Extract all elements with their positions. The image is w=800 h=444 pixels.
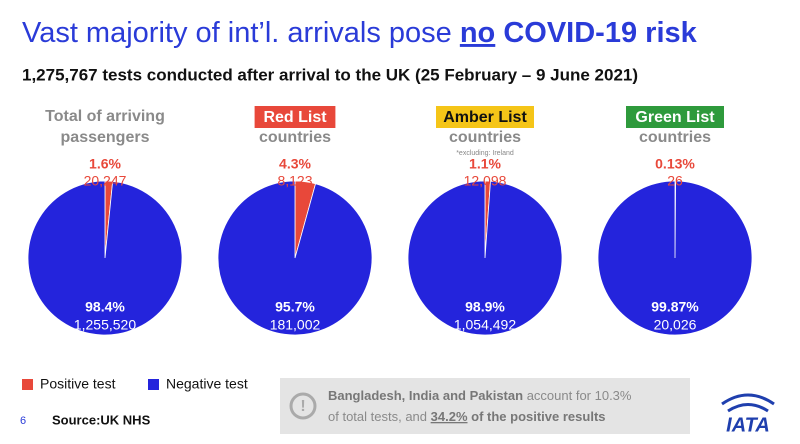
percent-label: 98.4%: [85, 299, 125, 315]
value-label: 20,247: [84, 173, 127, 189]
percent-label: 4.3%: [279, 156, 311, 172]
percent-label: 98.9%: [465, 299, 505, 315]
logo-text: IATA: [726, 414, 770, 436]
value-label: 12,098: [464, 173, 507, 189]
legend-label: Positive test: [40, 376, 116, 392]
note-line: Bangladesh, India and Pakistan account f…: [328, 388, 632, 403]
pie-title: Red List: [263, 109, 327, 126]
title-lead: Vast majority of int’l. arrivals pose: [22, 17, 452, 49]
pie-title: Green List: [635, 109, 715, 126]
title: Vast majority of int’l. arrivals pose no…: [22, 17, 698, 49]
pie-slice: [217, 180, 373, 336]
note-box: [280, 378, 690, 434]
percent-label: 1.1%: [469, 156, 501, 172]
title-tail: COVID-19 risk: [503, 17, 697, 49]
pie-slice: [407, 180, 563, 336]
logo-arc: [727, 403, 769, 413]
page-number: 6: [20, 415, 26, 427]
pie-slice: [597, 180, 753, 336]
percent-label: 0.13%: [655, 156, 695, 172]
percent-label: 1.6%: [89, 156, 121, 172]
logo: IATA: [721, 393, 775, 436]
pie-subtitle: countries: [449, 129, 521, 146]
pie-title: Amber List: [443, 109, 527, 126]
value-label: 8,123: [277, 173, 312, 189]
value-label: 26: [667, 173, 683, 189]
pie-subtitle: passengers: [61, 129, 150, 146]
subtitle: 1,275,767 tests conducted after arrival …: [22, 65, 638, 84]
pie-subtitle: countries: [639, 129, 711, 146]
percent-label: 99.87%: [651, 299, 699, 315]
badge: [626, 106, 724, 128]
legend-swatch: [148, 379, 159, 390]
logo-arc: [721, 393, 775, 406]
pie-slice: [27, 180, 183, 336]
percent-label: 95.7%: [275, 299, 315, 315]
note-line: of total tests, and 34.2% of the positiv…: [328, 409, 606, 424]
note-underline: 34.2%: [431, 409, 468, 424]
note-text: of total tests, and: [328, 409, 427, 424]
legend-label: Negative test: [166, 376, 248, 392]
badge: [436, 106, 534, 128]
pie-note: *excluding: Ireland: [456, 150, 514, 157]
pie-title: Total of arriving: [45, 108, 165, 125]
note-bold: Bangladesh, India and Pakistan: [328, 388, 523, 403]
pie-subtitle: countries: [259, 129, 331, 146]
note-icon: [289, 392, 317, 420]
value-label: 1,255,520: [74, 317, 136, 333]
value-label: 181,002: [270, 317, 321, 333]
value-label: 1,054,492: [454, 317, 516, 333]
title-emphasis: no: [460, 17, 495, 49]
badge: [254, 106, 336, 128]
note-text: account for 10.3%: [527, 388, 632, 403]
value-label: 20,026: [654, 317, 697, 333]
note-icon-mark: !: [300, 398, 305, 415]
source: Source:UK NHS: [52, 412, 151, 427]
legend-swatch: [22, 379, 33, 390]
note-bold: of the positive results: [471, 409, 605, 424]
